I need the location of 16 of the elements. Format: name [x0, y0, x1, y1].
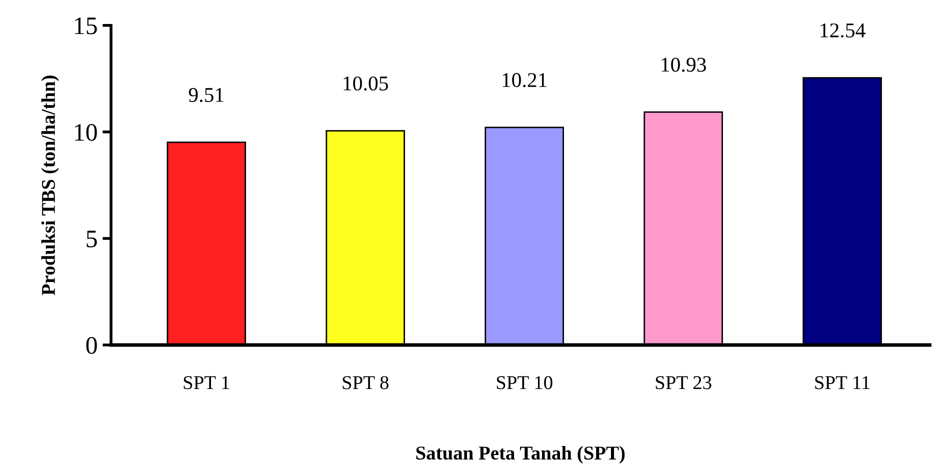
- x-tick-label: SPT 11: [815, 376, 870, 390]
- data-label: 10.05: [344, 76, 388, 91]
- data-label: 10.21: [502, 73, 547, 88]
- x-tick-label: SPT 1: [184, 376, 230, 390]
- data-label: 12.54: [820, 23, 866, 38]
- y-tick-label: 10: [75, 124, 97, 141]
- y-axis-title: Produksi TBS (ton/ha/thn): [41, 76, 59, 296]
- data-label: 10.93: [662, 58, 706, 72]
- x-tick-label: SPT 10: [496, 376, 552, 390]
- y-tick-label: 0: [86, 337, 97, 354]
- data-label: 9.51: [188, 88, 224, 102]
- x-tick-label: SPT 23: [656, 376, 712, 390]
- y-tick-label: 15: [75, 18, 97, 34]
- x-axis-title: Satuan Peta Tanah (SPT): [416, 446, 625, 464]
- x-tick-label: SPT 8: [342, 376, 389, 390]
- y-tick-label: 5: [86, 230, 97, 248]
